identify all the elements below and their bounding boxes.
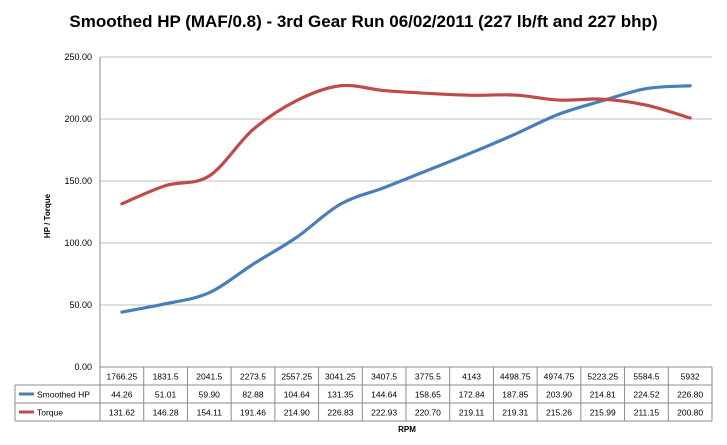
- data-label: 219.31: [502, 408, 528, 418]
- x-tick-label: 3775.5: [415, 372, 441, 382]
- y-tick-label: 100.00: [64, 238, 92, 248]
- data-label: 215.26: [546, 408, 572, 418]
- data-label: 222.93: [371, 408, 397, 418]
- legend-entry: Torque: [37, 408, 63, 418]
- x-tick-label: 5223.25: [587, 372, 618, 382]
- y-tick-label: 150.00: [64, 176, 92, 186]
- chart-title: Smoothed HP (MAF/0.8) - 3rd Gear Run 06/…: [69, 12, 658, 31]
- data-label: 224.52: [633, 390, 659, 400]
- x-tick-label: 2041.5: [196, 372, 222, 382]
- data-label: 226.83: [327, 408, 353, 418]
- data-label: 82.88: [242, 390, 264, 400]
- data-label: 200.80: [677, 408, 703, 418]
- x-tick-label: 1766.25: [106, 372, 137, 382]
- legend-entry: Smoothed HP: [37, 390, 90, 400]
- data-label: 226.80: [677, 390, 703, 400]
- data-label: 215.99: [590, 408, 616, 418]
- data-table: 1766.25 1831.5 2041.5 2273.5 2557.25 3041.25 3…: [14, 366, 713, 422]
- data-label: 44.26: [111, 390, 133, 400]
- x-tick-label: 3407.5: [371, 372, 397, 382]
- y-axis-ticks: 0.00 50.00 100.00 150.00 200.00 250.00: [64, 52, 92, 372]
- data-label: 187.85: [502, 390, 528, 400]
- data-label: 104.64: [284, 390, 310, 400]
- grid-lines: [99, 56, 712, 367]
- x-axis-label: RPM: [398, 425, 416, 434]
- x-tick-label: 2273.5: [240, 372, 266, 382]
- y-axis-label: HP / Torque: [43, 193, 52, 238]
- series-line-torque: [120, 83, 692, 206]
- data-label: 219.11: [459, 408, 485, 418]
- data-label: 154.11: [197, 408, 223, 418]
- data-label: 146.28: [153, 408, 179, 418]
- series-lines: [120, 83, 692, 314]
- y-tick-label: 50.00: [69, 300, 92, 310]
- x-tick-label: 2557.25: [281, 372, 312, 382]
- y-tick-label: 200.00: [64, 114, 92, 124]
- x-tick-label: 3041.25: [325, 372, 356, 382]
- data-label: 144.64: [371, 390, 397, 400]
- data-label: 131.62: [109, 408, 135, 418]
- x-tick-label: 5584.5: [633, 372, 659, 382]
- x-tick-label: 1831.5: [153, 372, 179, 382]
- data-label: 158.65: [415, 390, 441, 400]
- x-tick-label: 4974.75: [544, 372, 575, 382]
- x-tick-label: 4498.75: [500, 372, 531, 382]
- y-tick-label: 250.00: [64, 52, 92, 62]
- data-label: 172.84: [459, 390, 485, 400]
- x-tick-label: 4143: [462, 372, 481, 382]
- data-label: 220.70: [415, 408, 441, 418]
- data-label: 214.90: [284, 408, 310, 418]
- data-label: 211.15: [634, 408, 660, 418]
- data-label: 59.90: [199, 390, 221, 400]
- data-label: 214.81: [590, 390, 616, 400]
- data-label: 131.35: [327, 390, 353, 400]
- data-label: 203.90: [546, 390, 572, 400]
- y-tick-label: 0.00: [74, 362, 92, 372]
- x-tick-label: 5932: [681, 372, 700, 382]
- series-line-smoothed-hp: [120, 84, 692, 314]
- data-label: 51.01: [155, 390, 177, 400]
- data-label: 191.46: [240, 408, 266, 418]
